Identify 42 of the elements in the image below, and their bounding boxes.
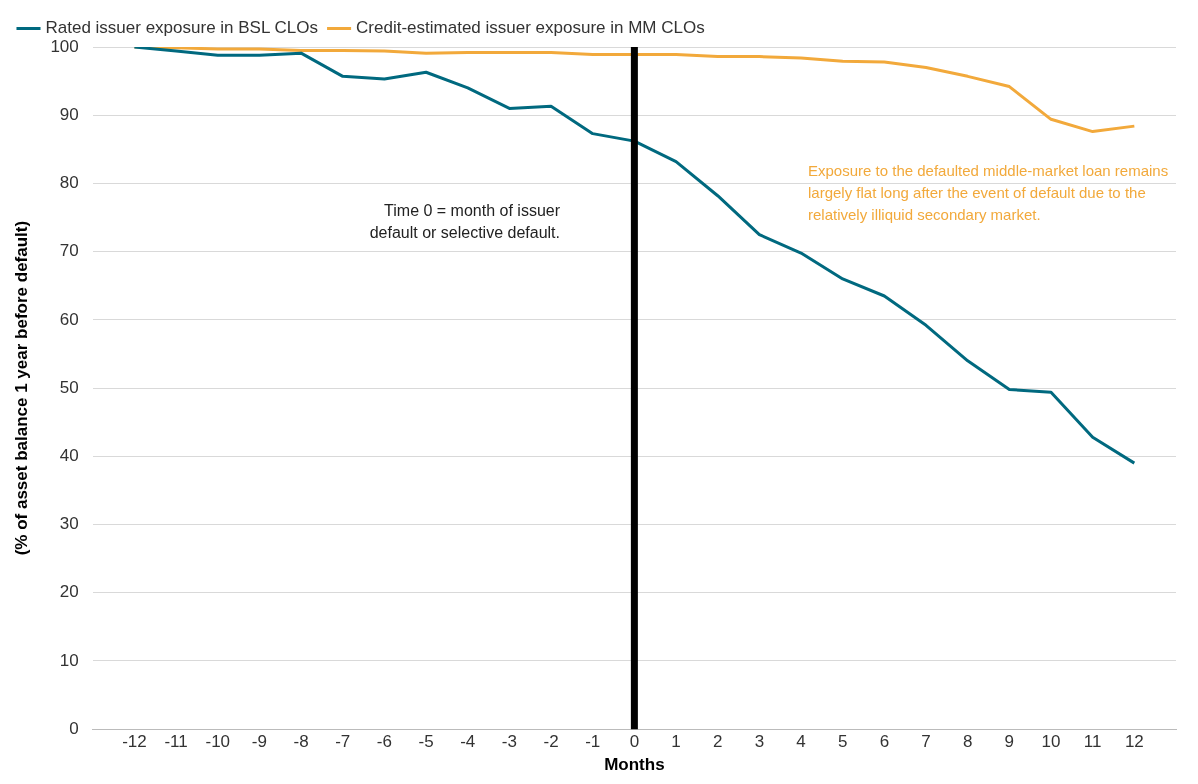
y-axis-title: (% of asset balance 1 year before default) xyxy=(11,220,31,556)
x-tick-label: -2 xyxy=(543,732,559,752)
x-tick-label: 12 xyxy=(1124,732,1144,752)
y-tick-label: 60 xyxy=(59,309,79,329)
y-tick-label: 30 xyxy=(59,514,79,534)
y-tick-label: 40 xyxy=(59,446,79,466)
x-tick-label: -5 xyxy=(418,732,434,752)
x-tick-label: 9 xyxy=(1004,732,1015,752)
y-tick-label: 100 xyxy=(50,36,79,56)
y-tick-label: 80 xyxy=(59,173,79,193)
annotation: Exposure to the defaulted middle-market loan remains largely flat long after the event of default due to the relatively illiquid secondary market. xyxy=(808,161,1170,225)
x-tick-label: 8 xyxy=(962,732,973,752)
x-tick-label: -1 xyxy=(585,732,601,752)
x-tick-label: -7 xyxy=(335,732,351,752)
x-tick-label: -10 xyxy=(205,732,231,752)
legend-label: Rated issuer exposure in BSL CLOs xyxy=(45,18,318,38)
legend-label: Credit-estimated issuer exposure in MM CLOs xyxy=(356,18,705,38)
x-tick-label: 2 xyxy=(712,732,723,752)
x-tick-label: -4 xyxy=(460,732,476,752)
x-tick-label: -11 xyxy=(164,732,188,752)
x-tick-label: -12 xyxy=(122,732,147,752)
x-axis-title: Months xyxy=(604,755,665,775)
y-tick-label: 10 xyxy=(59,650,79,670)
y-tick-label: 90 xyxy=(59,104,79,124)
x-tick-label: 7 xyxy=(921,732,931,752)
y-tick-label: 70 xyxy=(59,241,79,261)
x-tick-label: 0 xyxy=(629,732,640,752)
x-tick-label: 3 xyxy=(754,732,765,752)
x-tick-label: 1 xyxy=(671,732,681,752)
x-tick-label: 4 xyxy=(796,732,806,752)
x-tick-label: 5 xyxy=(837,732,848,752)
x-tick-label: 6 xyxy=(879,732,890,752)
x-tick-label: -9 xyxy=(251,732,267,752)
x-tick-label: 10 xyxy=(1041,732,1061,752)
y-tick-label: 20 xyxy=(59,582,79,602)
x-tick-label: 11 xyxy=(1083,732,1102,752)
y-tick-label: 50 xyxy=(59,377,79,397)
x-tick-label: -3 xyxy=(501,732,517,752)
x-tick-label: -8 xyxy=(293,732,309,752)
x-tick-label: -6 xyxy=(376,732,392,752)
y-tick-label: 0 xyxy=(69,718,79,738)
annotation: Time 0 = month of issuer default or selective default. xyxy=(368,201,560,243)
